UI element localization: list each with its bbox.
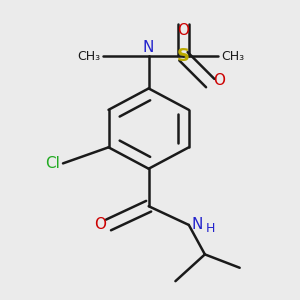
Text: S: S [177, 47, 190, 65]
Text: O: O [213, 73, 225, 88]
Text: O: O [178, 23, 190, 38]
Text: CH₃: CH₃ [77, 50, 101, 63]
Text: H: H [206, 223, 216, 236]
Text: CH₃: CH₃ [221, 50, 244, 63]
Text: N: N [143, 40, 154, 55]
Text: N: N [191, 218, 203, 232]
Text: Cl: Cl [46, 156, 60, 171]
Text: O: O [94, 218, 106, 232]
